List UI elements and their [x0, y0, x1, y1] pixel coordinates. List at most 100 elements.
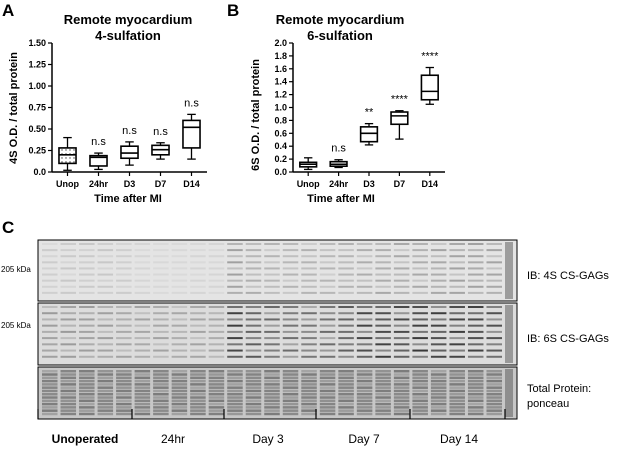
- band: [60, 306, 77, 308]
- band: [430, 243, 447, 245]
- band: [171, 406, 188, 409]
- band: [79, 349, 95, 352]
- band: [338, 255, 354, 258]
- band: [467, 279, 484, 282]
- band: [338, 393, 354, 396]
- band: [338, 279, 354, 282]
- band: [356, 337, 373, 340]
- band: [116, 370, 132, 373]
- band: [116, 343, 132, 346]
- band: [208, 273, 225, 276]
- box-d3: **: [359, 107, 379, 146]
- band: [97, 255, 114, 258]
- band: [319, 396, 336, 399]
- band: [42, 243, 58, 245]
- band: [227, 273, 243, 276]
- band: [97, 399, 114, 403]
- y-axis-label: 6S O.D. / total protein: [250, 59, 262, 171]
- band: [60, 349, 77, 352]
- band: [153, 312, 169, 315]
- band: [153, 383, 169, 386]
- band: [449, 255, 465, 258]
- box-unop: [299, 157, 318, 171]
- band: [486, 337, 502, 340]
- band: [79, 409, 95, 412]
- band: [375, 255, 391, 258]
- band: [282, 306, 299, 308]
- band: [190, 312, 206, 315]
- band: [153, 373, 169, 376]
- band: [208, 409, 225, 412]
- band: [97, 373, 114, 376]
- band: [60, 409, 77, 412]
- band: [430, 306, 447, 308]
- band: [393, 402, 410, 406]
- x-tick-label: 24hr: [329, 179, 349, 189]
- band: [264, 261, 280, 264]
- band: [79, 324, 95, 327]
- band: [319, 291, 336, 294]
- band: [42, 249, 58, 252]
- band: [97, 343, 114, 346]
- band: [153, 343, 169, 346]
- band: [60, 249, 77, 252]
- band: [449, 273, 465, 276]
- band: [282, 343, 299, 346]
- band: [264, 389, 280, 393]
- band: [190, 273, 206, 276]
- band: [264, 249, 280, 252]
- band: [153, 330, 169, 333]
- band: [227, 370, 243, 373]
- band: [356, 379, 373, 383]
- band: [227, 389, 243, 393]
- band: [79, 412, 95, 416]
- band: [282, 324, 299, 327]
- band: [245, 393, 262, 396]
- band: [338, 249, 354, 252]
- band: [42, 393, 58, 396]
- band: [356, 370, 373, 373]
- y-tick-label: 1.00: [28, 81, 46, 91]
- y-axis-label: 4S O.D. / total protein: [8, 52, 20, 164]
- band: [116, 267, 132, 270]
- band: [208, 291, 225, 294]
- band: [356, 386, 373, 389]
- band: [42, 399, 58, 403]
- box-iqr: [58, 147, 77, 165]
- band: [412, 370, 428, 373]
- ladder-lane: [505, 369, 513, 417]
- band: [338, 324, 354, 327]
- band: [134, 261, 151, 264]
- band: [208, 383, 225, 386]
- band: [79, 383, 95, 386]
- band: [449, 312, 465, 315]
- group-label-24hr: 24hr: [161, 432, 185, 446]
- band: [79, 343, 95, 346]
- band: [449, 389, 465, 393]
- band: [116, 409, 132, 412]
- band: [79, 306, 95, 308]
- band: [97, 355, 114, 358]
- band: [190, 249, 206, 252]
- band: [375, 399, 391, 403]
- band: [412, 396, 428, 399]
- band: [245, 396, 262, 399]
- band: [79, 379, 95, 383]
- band: [153, 406, 169, 409]
- band: [42, 370, 58, 373]
- band: [79, 261, 95, 264]
- band: [412, 255, 428, 258]
- band: [264, 330, 280, 333]
- band: [264, 412, 280, 416]
- band: [79, 318, 95, 321]
- band: [356, 393, 373, 396]
- band: [97, 412, 114, 416]
- band: [208, 261, 225, 264]
- band: [116, 249, 132, 252]
- band: [486, 306, 502, 308]
- band: [319, 349, 336, 352]
- band: [134, 312, 151, 315]
- blot-label-4s: IB: 4S CS-GAGs: [527, 270, 609, 282]
- band: [134, 402, 151, 406]
- band: [375, 393, 391, 396]
